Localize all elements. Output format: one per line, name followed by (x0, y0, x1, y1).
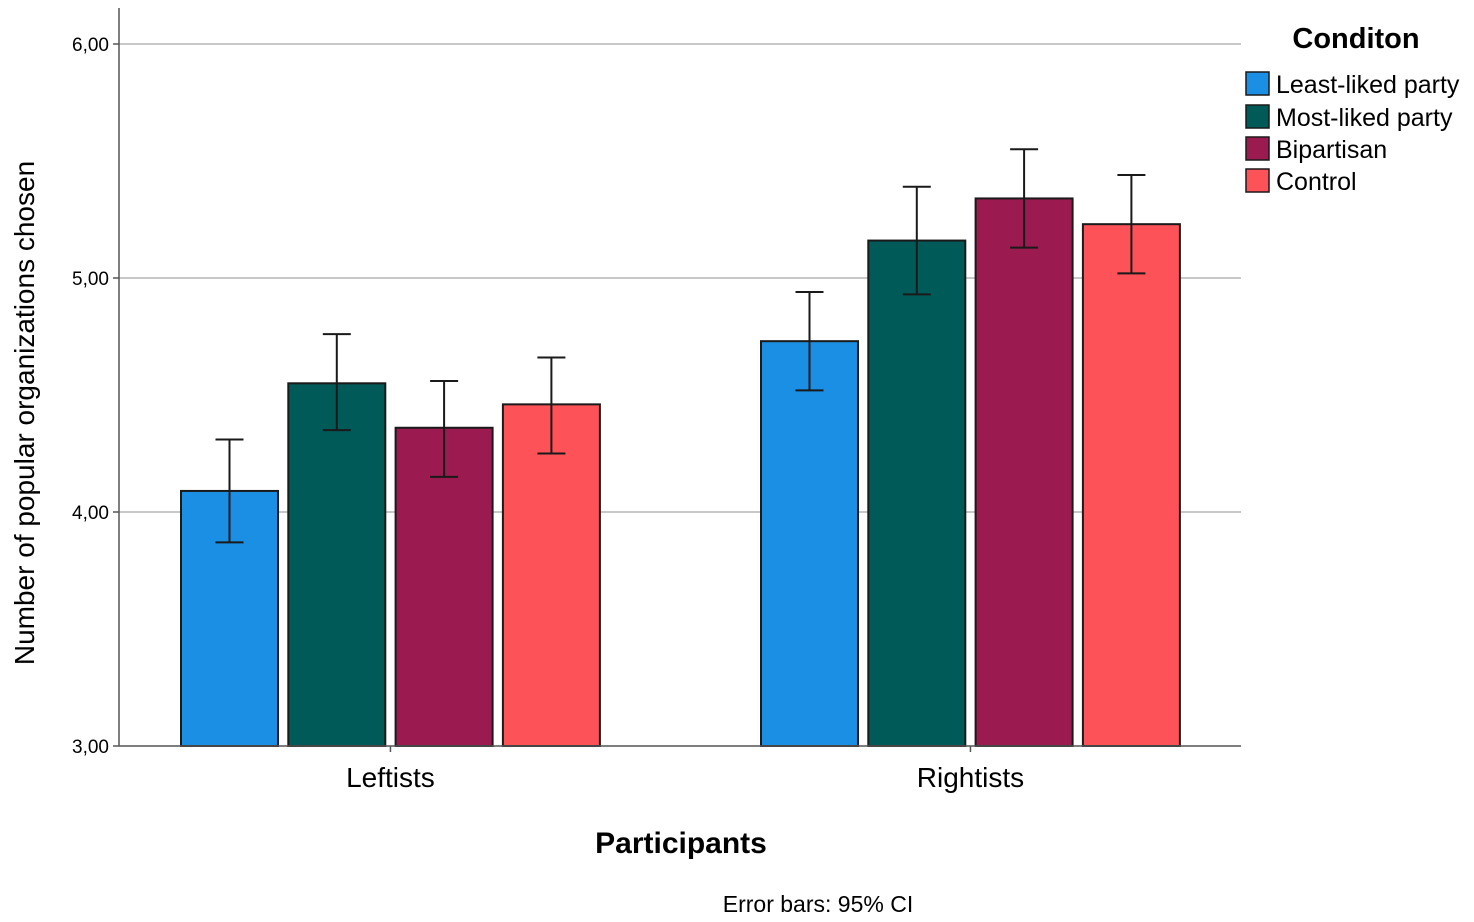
y-axis-title: Number of popular organizations chosen (9, 161, 40, 665)
axes (118, 8, 1241, 747)
bar (501, 403, 601, 747)
bar (1081, 223, 1181, 747)
legend-label: Least-liked party (1276, 71, 1460, 99)
y-tick-label: 6,00 (72, 35, 109, 56)
legend-items: Least-liked party Most-liked party Biparti… (1245, 71, 1460, 196)
x-axis-title: Participants (595, 827, 767, 860)
x-category-label: Rightists (917, 762, 1024, 793)
error-bars-footnote: Error bars: 95% CI (723, 891, 913, 917)
legend-label: Bipartisan (1276, 136, 1387, 164)
bars (180, 197, 1181, 747)
y-tick-label: 4,00 (72, 503, 109, 524)
bar (867, 239, 967, 747)
legend-label: Control (1276, 168, 1357, 196)
legend-title: Conditon (1292, 23, 1419, 55)
y-tick-label: 5,00 (72, 269, 109, 290)
bar (974, 197, 1074, 747)
y-tick-labels: 3,00 4,00 5,00 6,00 (72, 35, 119, 758)
error-bars (215, 148, 1146, 544)
bar (287, 382, 387, 747)
legend-swatch (1245, 136, 1270, 161)
legend-swatch (1245, 104, 1270, 129)
legend-swatch (1245, 168, 1270, 193)
x-category-labels: Leftists Rightists (346, 746, 1024, 793)
bar (760, 340, 859, 747)
y-tick-label: 3,00 (72, 737, 109, 758)
legend-label: Most-liked party (1276, 104, 1453, 132)
x-category-label: Leftists (346, 762, 435, 793)
legend: Conditon Least-liked party Most-liked par… (1245, 23, 1460, 196)
legend-swatch (1245, 71, 1270, 96)
